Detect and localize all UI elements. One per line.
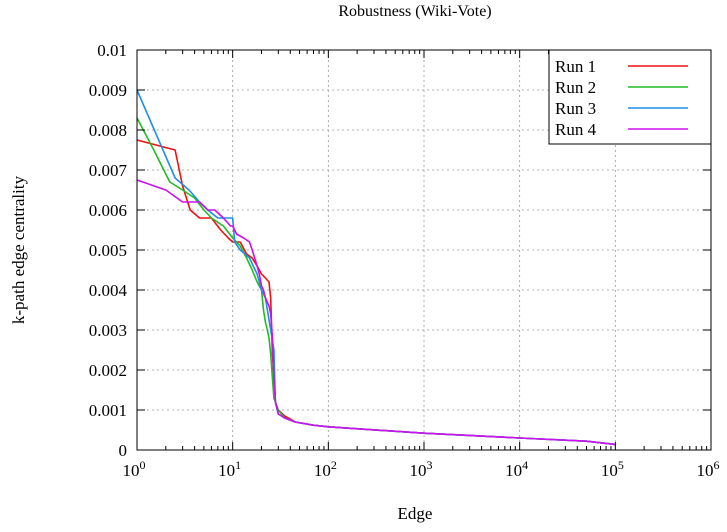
y-tick-label: 0.009: [89, 81, 127, 100]
series-line-run-2: [136, 117, 616, 446]
x-tick-label: 100: [123, 458, 146, 480]
legend-label: Run 1: [555, 57, 596, 76]
series-line-run-4: [136, 179, 616, 446]
x-tick-label: 104: [505, 458, 528, 480]
grid: [137, 50, 711, 450]
y-tick-label: 0.003: [89, 321, 127, 340]
y-tick-label: 0.006: [89, 201, 127, 220]
y-tick-label: 0.001: [89, 401, 127, 420]
y-tick-label: 0.004: [89, 281, 128, 300]
legend-label: Run 4: [555, 120, 597, 139]
y-tick-label: 0.005: [89, 241, 127, 260]
plot-series: [136, 89, 616, 446]
legend-label: Run 2: [555, 78, 596, 97]
x-tick-label: 102: [314, 458, 337, 480]
series-line-run-3: [136, 89, 616, 446]
y-tick-label: 0.01: [97, 41, 127, 60]
x-tick-labels: 100 101 102 103 104 105 106: [123, 458, 720, 480]
x-axis-label: Edge: [398, 504, 433, 523]
y-tick-label: 0.007: [89, 161, 128, 180]
y-tick-label: 0: [119, 441, 128, 460]
legend-label: Run 3: [555, 99, 596, 118]
x-tick-label: 105: [601, 458, 624, 480]
series-line-run-1: [136, 139, 616, 446]
chart-title: Robustness (Wiki-Vote): [338, 3, 491, 20]
y-tick-label: 0.002: [89, 361, 127, 380]
x-tick-label: 103: [410, 458, 433, 480]
y-tick-labels: 0 0.001 0.002 0.003 0.004 0.005 0.006 0.007 0.00…: [89, 41, 128, 460]
x-tick-label: 106: [697, 458, 720, 480]
legend: Run 1 Run 2 Run 3 Run 4: [548, 49, 712, 145]
x-tick-label: 101: [218, 458, 241, 480]
y-tick-label: 0.008: [89, 121, 127, 140]
y-axis-label: k-path edge centrality: [9, 175, 28, 324]
